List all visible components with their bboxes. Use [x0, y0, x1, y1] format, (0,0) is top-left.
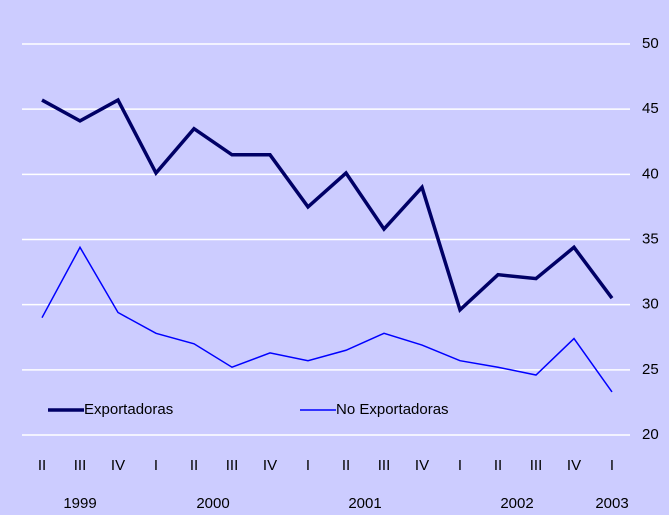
y-tick-label: 20: [642, 426, 659, 443]
y-tick-label: 50: [642, 35, 659, 52]
y-tick-label: 25: [642, 361, 659, 378]
x-tick-label: II: [342, 457, 350, 474]
x-tick-label: I: [154, 457, 158, 474]
series-line: [41, 97, 614, 314]
x-tick-label: IV: [111, 457, 125, 474]
x-tick-label: I: [306, 457, 310, 474]
x-tick-label: I: [458, 457, 462, 474]
legend-label: Exportadoras: [84, 401, 173, 418]
x-tick-label: IV: [567, 457, 581, 474]
x-tick-label: IV: [415, 457, 429, 474]
year-label: 2003: [595, 495, 628, 512]
x-tick-label: II: [494, 457, 502, 474]
year-label: 2001: [348, 495, 381, 512]
x-tick-label: III: [74, 457, 87, 474]
x-tick-label: III: [226, 457, 239, 474]
x-tick-label: IV: [263, 457, 277, 474]
y-tick-label: 35: [642, 230, 659, 247]
y-tick-label: 30: [642, 296, 659, 313]
series-line: [41, 245, 613, 393]
x-tick-label: II: [190, 457, 198, 474]
x-tick-label: II: [38, 457, 46, 474]
x-tick-label: III: [378, 457, 391, 474]
x-tick-label: III: [530, 457, 543, 474]
x-tick-label: I: [610, 457, 614, 474]
y-tick-label: 45: [642, 100, 659, 117]
year-label: 1999: [63, 495, 96, 512]
y-tick-label: 40: [642, 165, 659, 182]
year-label: 2000: [196, 495, 229, 512]
legend-label: No Exportadoras: [336, 401, 449, 418]
year-label: 2002: [500, 495, 533, 512]
